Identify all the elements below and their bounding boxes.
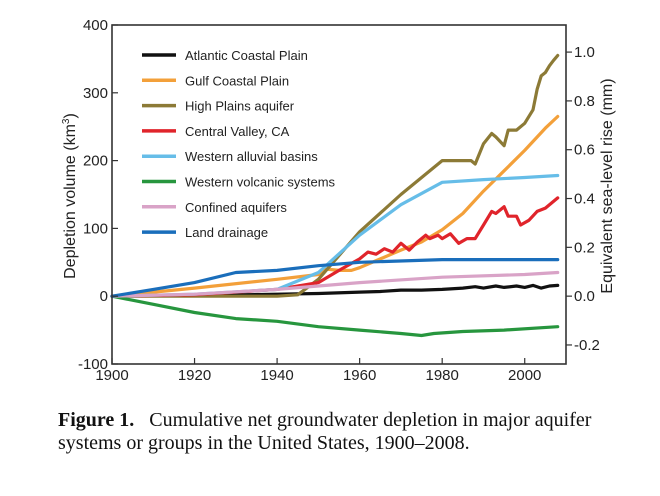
y2-tick-label: 1.0 [574,44,595,61]
series-line-land-drainage [110,258,560,298]
series-line-confined-aquifers [110,270,560,298]
legend: Atlantic Coastal Plain Gulf Coastal Plain… [142,48,336,240]
x-tick-label: 1900 [95,367,128,384]
y-axis-right: -0.2 0.0 0.2 0.4 0.6 0.8 1.0 [566,44,600,354]
y-axis-title-end: ) [62,113,79,118]
y2-tick-label: 0.8 [574,93,595,110]
y-tick-label: -100 [78,356,108,373]
x-axis: 1900 1920 1940 1960 1980 2000 [95,358,541,384]
y-axis-left: -100 0 100 200 300 400 [78,17,118,373]
x-tick-label: 2000 [508,367,541,384]
y2-tick-label: 0.6 [574,142,595,159]
series-line-western-volcanic-systems [110,294,560,338]
series-line-high-plains-aquifer [110,53,560,298]
series-line-gulf-coastal-plain [110,114,560,298]
legend-label: Gulf Coastal Plain [185,73,289,88]
legend-label: Western volcanic systems [185,175,336,190]
series-line-central-valley-ca [110,196,560,298]
legend-label: Confined aquifers [185,200,287,215]
series-layer [110,53,560,338]
y-axis-title: Depletion volume (km3) [61,113,79,279]
y2-tick-label: 0.0 [574,288,595,305]
plot-frame [111,24,567,365]
y2-tick-label: 0.4 [574,191,595,208]
chart: 1900 1920 1940 1960 1980 2000 -100 0 100 200 300 4… [61,17,616,384]
y-tick-label: 0 [100,288,108,305]
y2-tick-label: -0.2 [574,337,600,354]
y-tick-label: 100 [83,220,108,237]
x-tick-label: 1920 [178,367,211,384]
x-tick-label: 1960 [343,367,376,384]
x-tick-label: 1940 [260,367,293,384]
caption-label: Figure 1. [58,409,135,431]
legend-label: Central Valley, CA [185,124,290,139]
y2-axis-title: Equivalent sea-level rise (mm) [599,78,616,293]
y-axis-title-sup: 3 [61,118,72,124]
legend-label: High Plains aquifer [185,99,295,114]
series-line-atlantic-coastal-plain [110,283,560,298]
y-axis-title-base: Depletion volume (km [62,124,79,279]
legend-label: Land drainage [185,225,268,240]
y-tick-label: 200 [83,153,108,170]
y-tick-label: 300 [83,85,108,102]
caption-text: Cumulative net groundwater depletion in … [58,409,592,454]
series-line-western-alluvial-basins [110,173,560,298]
x-tick-label: 1980 [425,367,458,384]
y2-tick-label: 0.2 [574,239,595,256]
y-tick-label: 400 [83,17,108,34]
legend-label: Western alluvial basins [185,149,318,164]
legend-label: Atlantic Coastal Plain [185,48,308,63]
figure-caption: Figure 1. Cumulative net groundwater dep… [58,409,648,455]
